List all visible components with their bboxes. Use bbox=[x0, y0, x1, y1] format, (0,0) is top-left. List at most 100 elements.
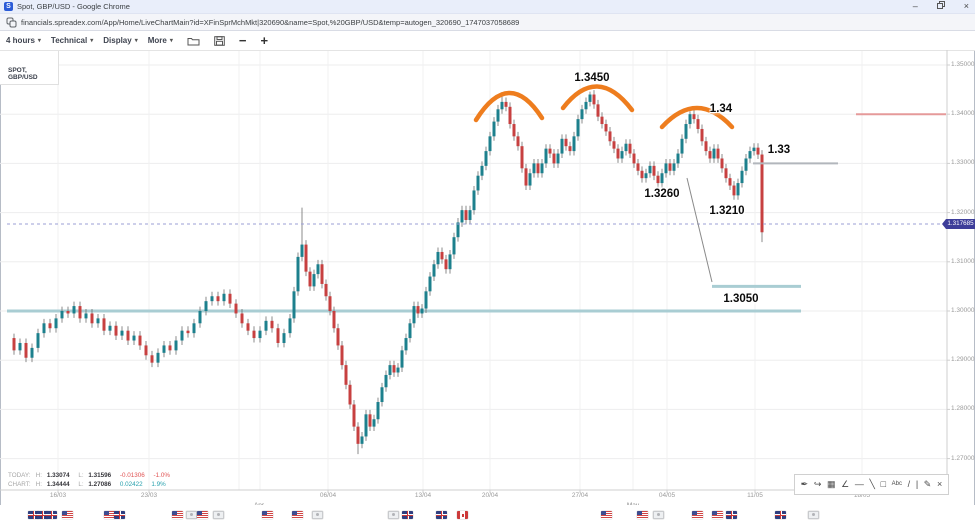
window-title: Spot, GBP/USD - Google Chrome bbox=[17, 2, 130, 11]
tab-switcher-icon[interactable] bbox=[6, 17, 17, 28]
zoom-out-button[interactable]: − bbox=[238, 32, 247, 48]
us-flag-icon[interactable] bbox=[197, 511, 208, 519]
timeframe-menu[interactable]: 4 hours ▾ bbox=[6, 36, 41, 45]
candle-body bbox=[66, 311, 70, 314]
url-bar[interactable]: financials.spreadex.com/App/Home/LiveCha… bbox=[0, 14, 975, 31]
candle-body bbox=[54, 318, 58, 329]
candle-body bbox=[264, 320, 268, 331]
candle-body bbox=[180, 330, 184, 341]
close-toolbar-icon[interactable]: × bbox=[936, 479, 943, 489]
more-menu[interactable]: More ▾ bbox=[148, 36, 173, 45]
neutral-flag-icon[interactable] bbox=[388, 511, 399, 519]
candle-body bbox=[516, 136, 520, 147]
gb-flag-icon[interactable] bbox=[436, 511, 447, 519]
candle-body bbox=[692, 114, 696, 120]
candle-body bbox=[616, 148, 620, 159]
neutral-flag-icon[interactable] bbox=[213, 511, 224, 519]
save-chart-button[interactable] bbox=[214, 35, 225, 46]
zoom-in-button[interactable]: + bbox=[260, 32, 269, 48]
candle-body bbox=[652, 165, 656, 176]
candle-body bbox=[672, 163, 676, 171]
flag-detail bbox=[811, 513, 815, 516]
us-flag-icon[interactable] bbox=[292, 511, 303, 519]
flag-detail bbox=[51, 511, 52, 519]
candle-body bbox=[520, 146, 524, 169]
vertical-line-tool-icon[interactable]: | bbox=[915, 479, 919, 489]
us-flag-icon[interactable] bbox=[172, 511, 183, 519]
us-flag-icon[interactable] bbox=[637, 511, 648, 519]
restore-button[interactable] bbox=[936, 0, 945, 13]
candle-body bbox=[344, 365, 348, 385]
gb-flag-icon[interactable] bbox=[775, 511, 786, 519]
display-menu[interactable]: Display ▾ bbox=[103, 36, 137, 45]
pen-tool-icon[interactable]: ✒ bbox=[800, 479, 809, 489]
us-flag-icon[interactable] bbox=[104, 511, 115, 519]
ray-tool-icon[interactable]: / bbox=[907, 479, 911, 489]
candle-body bbox=[392, 365, 396, 373]
trendline-tool-icon[interactable]: ╲ bbox=[869, 479, 875, 489]
horizontal-line-tool-icon[interactable]: — bbox=[854, 479, 864, 489]
restore-icon bbox=[936, 1, 945, 9]
candle-body bbox=[120, 330, 124, 336]
minimize-button[interactable]: – bbox=[912, 1, 918, 11]
gb-flag-icon[interactable] bbox=[114, 511, 125, 519]
candle-body bbox=[388, 365, 392, 375]
price-axis-label: 1.30000 bbox=[951, 307, 975, 314]
neutral-flag-icon[interactable] bbox=[653, 511, 664, 519]
candle-body bbox=[508, 106, 512, 125]
candle-body bbox=[336, 328, 340, 346]
gb-flag-icon[interactable] bbox=[37, 511, 48, 519]
neutral-flag-icon[interactable] bbox=[312, 511, 323, 519]
chevron-down-icon: ▾ bbox=[169, 38, 173, 44]
rectangle-tool-icon[interactable]: □ bbox=[880, 479, 887, 489]
timeframe-menu-label: 4 hours bbox=[6, 36, 35, 45]
us-flag-icon[interactable] bbox=[692, 511, 703, 519]
today-change-pct: -1.0% bbox=[153, 472, 170, 479]
flag-detail bbox=[292, 511, 297, 515]
close-button[interactable]: × bbox=[963, 1, 969, 11]
candle-body bbox=[90, 313, 94, 324]
candle-body bbox=[332, 311, 336, 329]
pencil-tool-icon[interactable]: ✎ bbox=[923, 479, 932, 489]
candle-body bbox=[126, 330, 130, 341]
candle-body bbox=[296, 256, 300, 292]
candle-body bbox=[48, 323, 52, 329]
candle-body bbox=[716, 148, 720, 159]
candle-body bbox=[608, 131, 612, 142]
gb-flag-icon[interactable] bbox=[46, 511, 57, 519]
flag-detail bbox=[457, 511, 460, 519]
neutral-flag-icon[interactable] bbox=[186, 511, 197, 519]
flag-detail bbox=[712, 511, 717, 515]
us-flag-icon[interactable] bbox=[62, 511, 73, 519]
candle-body bbox=[404, 338, 408, 351]
technical-menu[interactable]: Technical ▾ bbox=[51, 36, 93, 45]
neutral-flag-icon[interactable] bbox=[808, 511, 819, 519]
candle-body bbox=[712, 148, 716, 159]
us-flag-icon[interactable] bbox=[601, 511, 612, 519]
gb-flag-icon[interactable] bbox=[726, 511, 737, 519]
candle-body bbox=[348, 384, 352, 405]
candle-body bbox=[492, 121, 496, 137]
url-text[interactable]: financials.spreadex.com/App/Home/LiveCha… bbox=[21, 17, 520, 27]
candle-body bbox=[588, 94, 592, 102]
candle-body bbox=[596, 104, 600, 117]
candle-body bbox=[258, 330, 262, 339]
fan-lines-tool-icon[interactable]: ∠ bbox=[841, 479, 850, 489]
candle-body bbox=[584, 101, 588, 110]
curve-tool-icon[interactable]: ↪ bbox=[813, 479, 822, 489]
candle-body bbox=[204, 301, 208, 311]
gb-flag-icon[interactable] bbox=[28, 511, 39, 519]
us-flag-icon[interactable] bbox=[712, 511, 723, 519]
open-chart-button[interactable] bbox=[187, 36, 200, 46]
gb-flag-icon[interactable] bbox=[402, 511, 413, 519]
candle-body bbox=[732, 185, 736, 196]
ca-flag-icon[interactable] bbox=[457, 511, 468, 519]
us-flag-icon[interactable] bbox=[262, 511, 273, 519]
candle-body bbox=[448, 254, 452, 270]
ohlc-grid-tool-icon[interactable]: ▦ bbox=[827, 479, 836, 489]
candle-body bbox=[360, 436, 364, 444]
candle-body bbox=[500, 101, 504, 110]
annotation-label-1.3210: 1.3210 bbox=[709, 205, 745, 217]
flag-detail bbox=[119, 511, 120, 519]
text-tool-icon[interactable]: Abc bbox=[891, 481, 903, 487]
